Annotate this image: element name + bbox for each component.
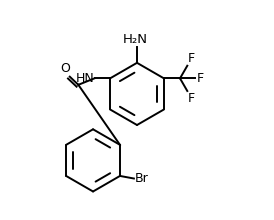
Text: O: O [60,62,70,75]
Text: H₂N: H₂N [122,33,147,46]
Text: F: F [188,52,195,65]
Text: HN: HN [76,72,95,85]
Text: F: F [188,92,195,105]
Text: F: F [196,72,203,85]
Text: Br: Br [135,172,149,185]
